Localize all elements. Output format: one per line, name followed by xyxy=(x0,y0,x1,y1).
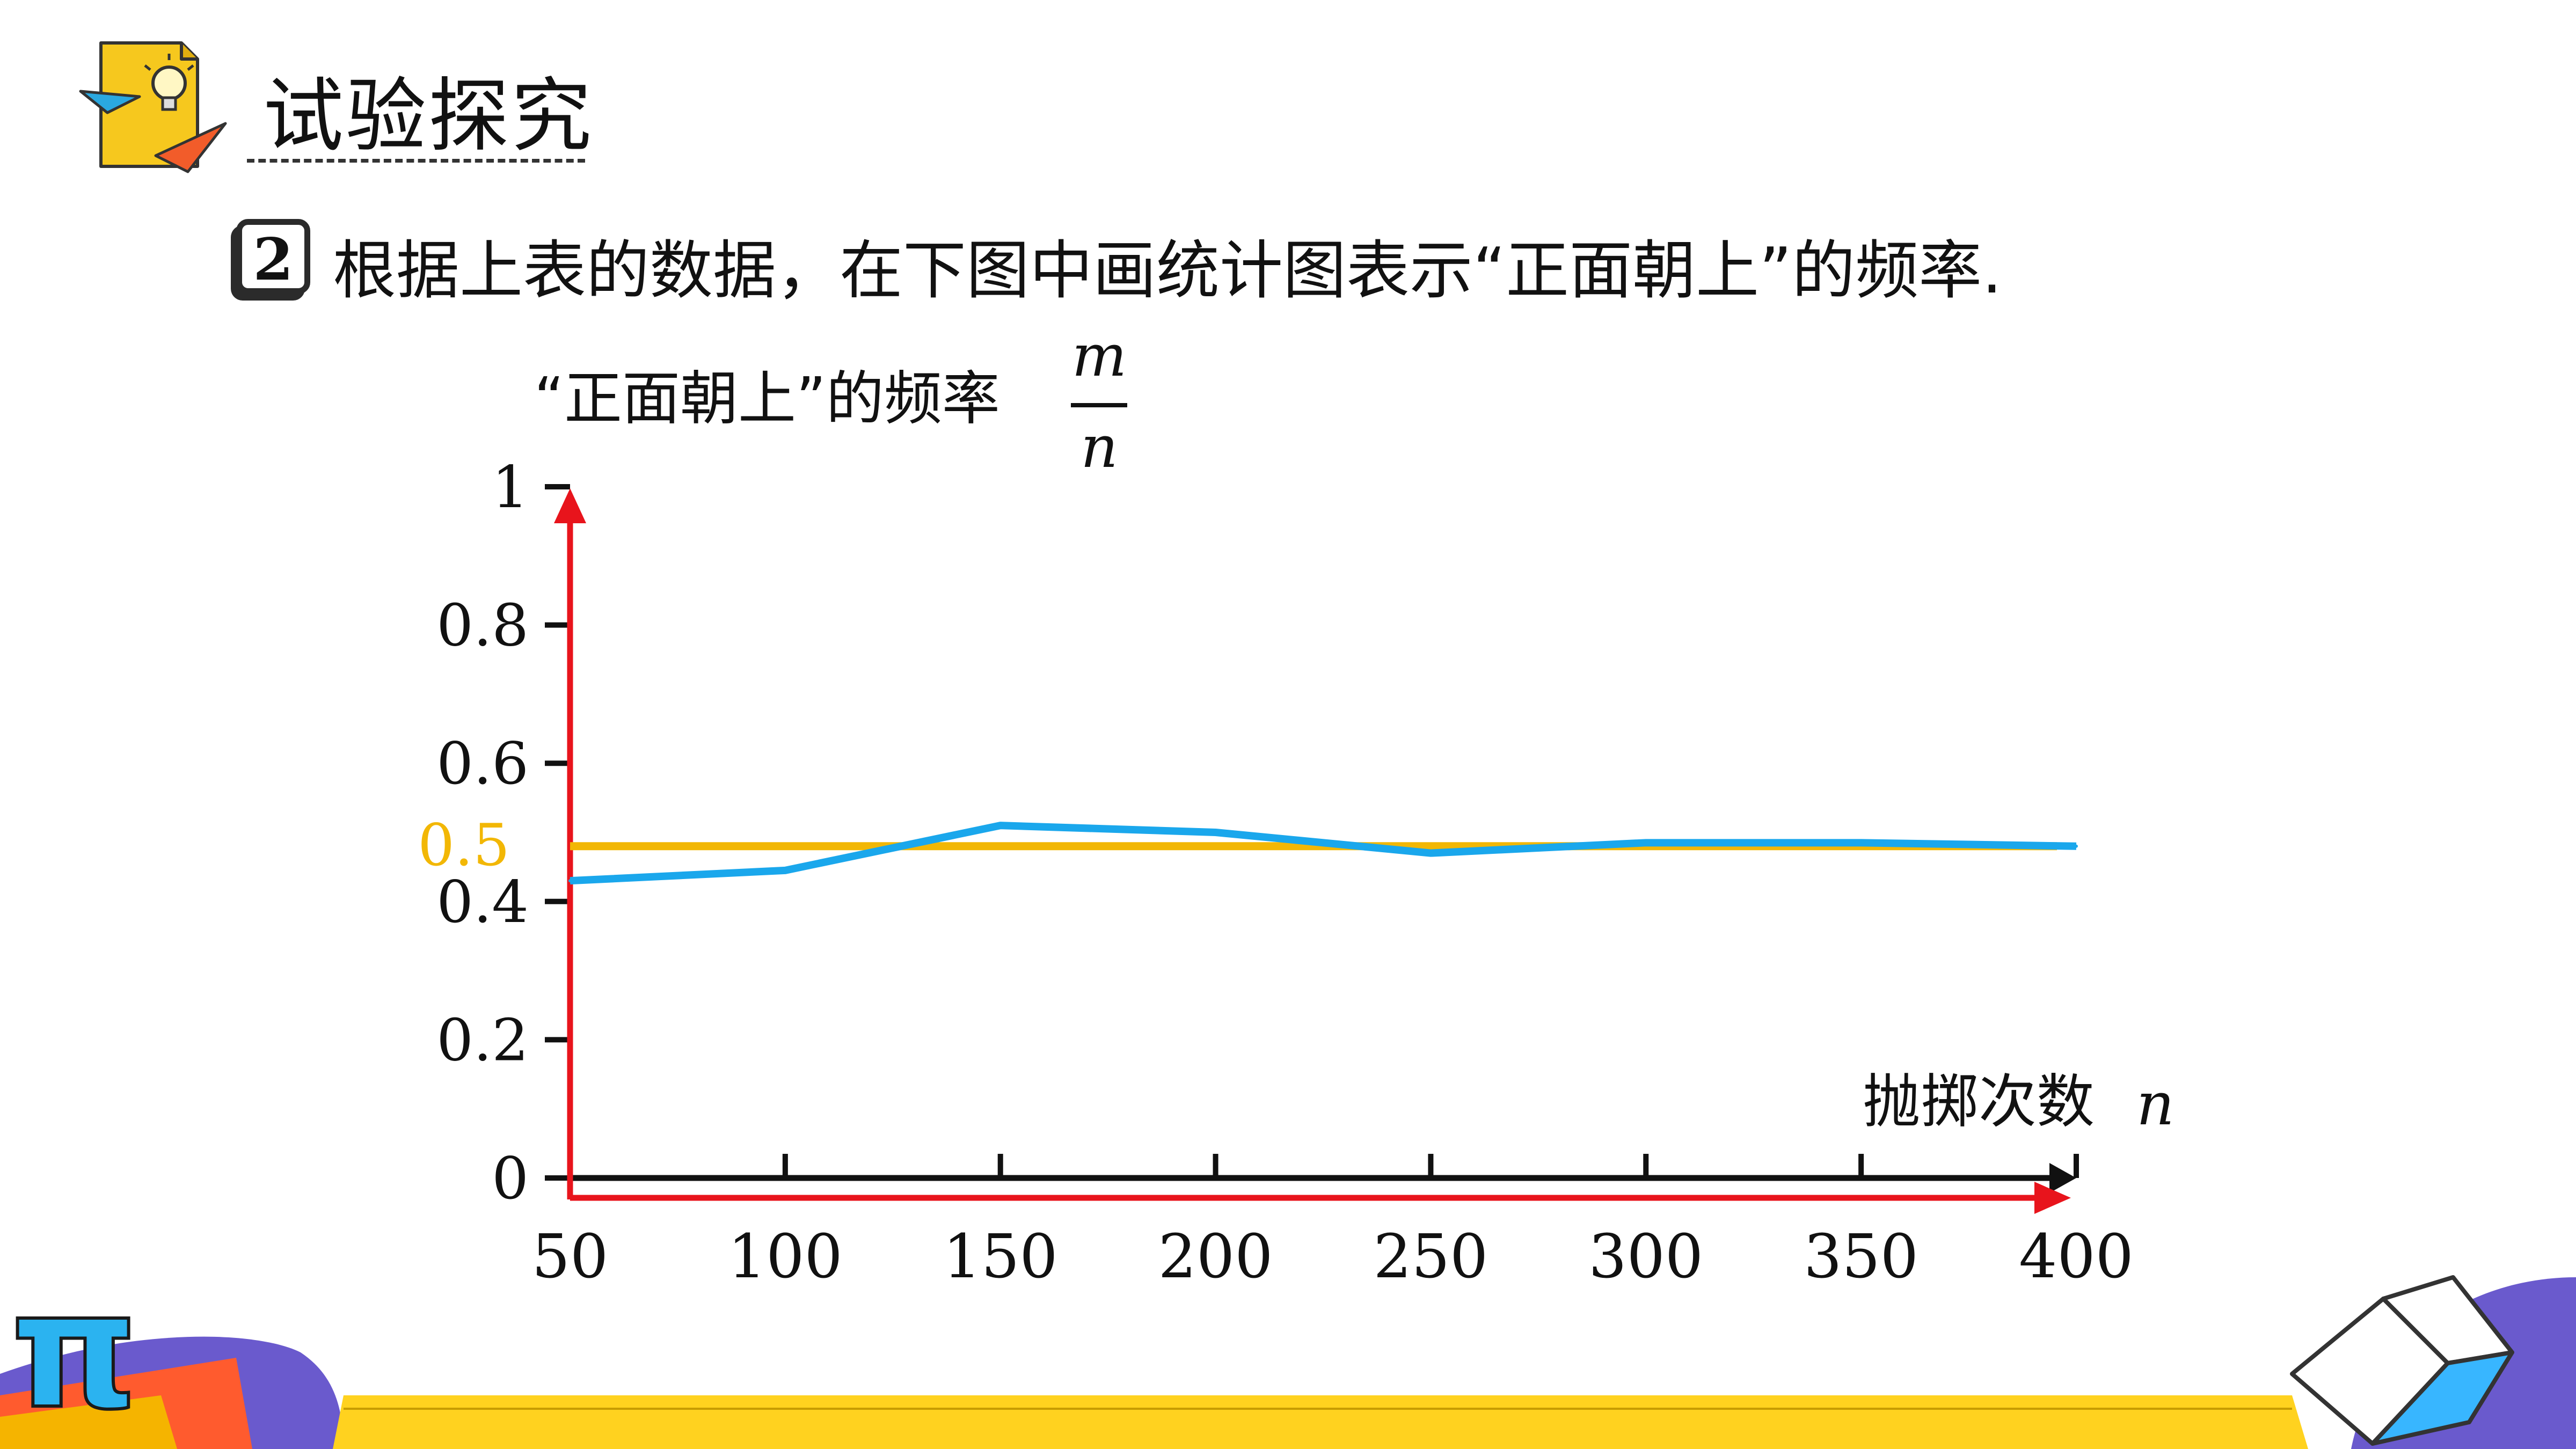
y-axis-fraction-numerator: m xyxy=(1072,323,1127,390)
title-underline xyxy=(247,159,585,163)
bottom-decoration: π xyxy=(0,1255,2576,1449)
frequency-data-point xyxy=(1859,841,1863,845)
frequency-data-point xyxy=(1644,841,1648,845)
frequency-series-line xyxy=(570,822,2077,885)
open-book-icon xyxy=(2290,1275,2514,1446)
y-tick-label: 0.6 xyxy=(436,730,529,797)
question-text: 根据上表的数据，在下图中画统计图表示“正面朝上”的频率. xyxy=(333,233,2002,308)
x-axis-label: 抛掷次数 xyxy=(1863,1069,2095,1136)
y-axis-fraction-denominator: n xyxy=(1081,414,1118,481)
frequency-data-point xyxy=(998,824,1002,828)
frequency-data-point xyxy=(783,868,787,872)
frequency-data-point xyxy=(568,879,572,883)
y-tick-label: 0.2 xyxy=(436,1007,529,1074)
x-tick-label: 200 xyxy=(1158,1222,1273,1292)
lightbulb-paper-icon xyxy=(79,41,227,173)
x-tick-label: 350 xyxy=(1804,1222,1918,1292)
y-tick-label: 0 xyxy=(492,1145,529,1212)
question-number: 2 xyxy=(253,226,294,294)
frequency-data-point xyxy=(2075,844,2078,848)
x-tick-label: 300 xyxy=(1588,1222,1703,1292)
x-tick-label: 100 xyxy=(728,1222,843,1292)
y-tick-label: 1 xyxy=(492,454,529,521)
reference-line-label: 0.5 xyxy=(418,812,510,879)
x-axis-arrowhead xyxy=(2049,1163,2076,1193)
x-axis-variable: n xyxy=(2136,1070,2174,1138)
x-tick-label: 150 xyxy=(943,1222,1058,1292)
y-tick-label: 0.8 xyxy=(436,592,529,660)
y-axis-arrowhead xyxy=(554,488,586,523)
x-tick-label: 250 xyxy=(1374,1222,1488,1292)
pi-icon: π xyxy=(11,1257,138,1444)
question-number-badge: 2 xyxy=(236,219,310,294)
y-tick-label: 0.4 xyxy=(436,869,529,936)
x-tick-label: 400 xyxy=(2019,1222,2134,1292)
x-tick-label: 50 xyxy=(532,1222,609,1292)
x-axis-red-arrowhead xyxy=(2034,1182,2071,1214)
y-axis-label: “正面朝上”的频率 xyxy=(534,365,1000,433)
frequency-data-point xyxy=(1214,831,1217,834)
section-title: 试验探究 xyxy=(263,70,594,163)
frequency-data-point xyxy=(1429,851,1433,855)
